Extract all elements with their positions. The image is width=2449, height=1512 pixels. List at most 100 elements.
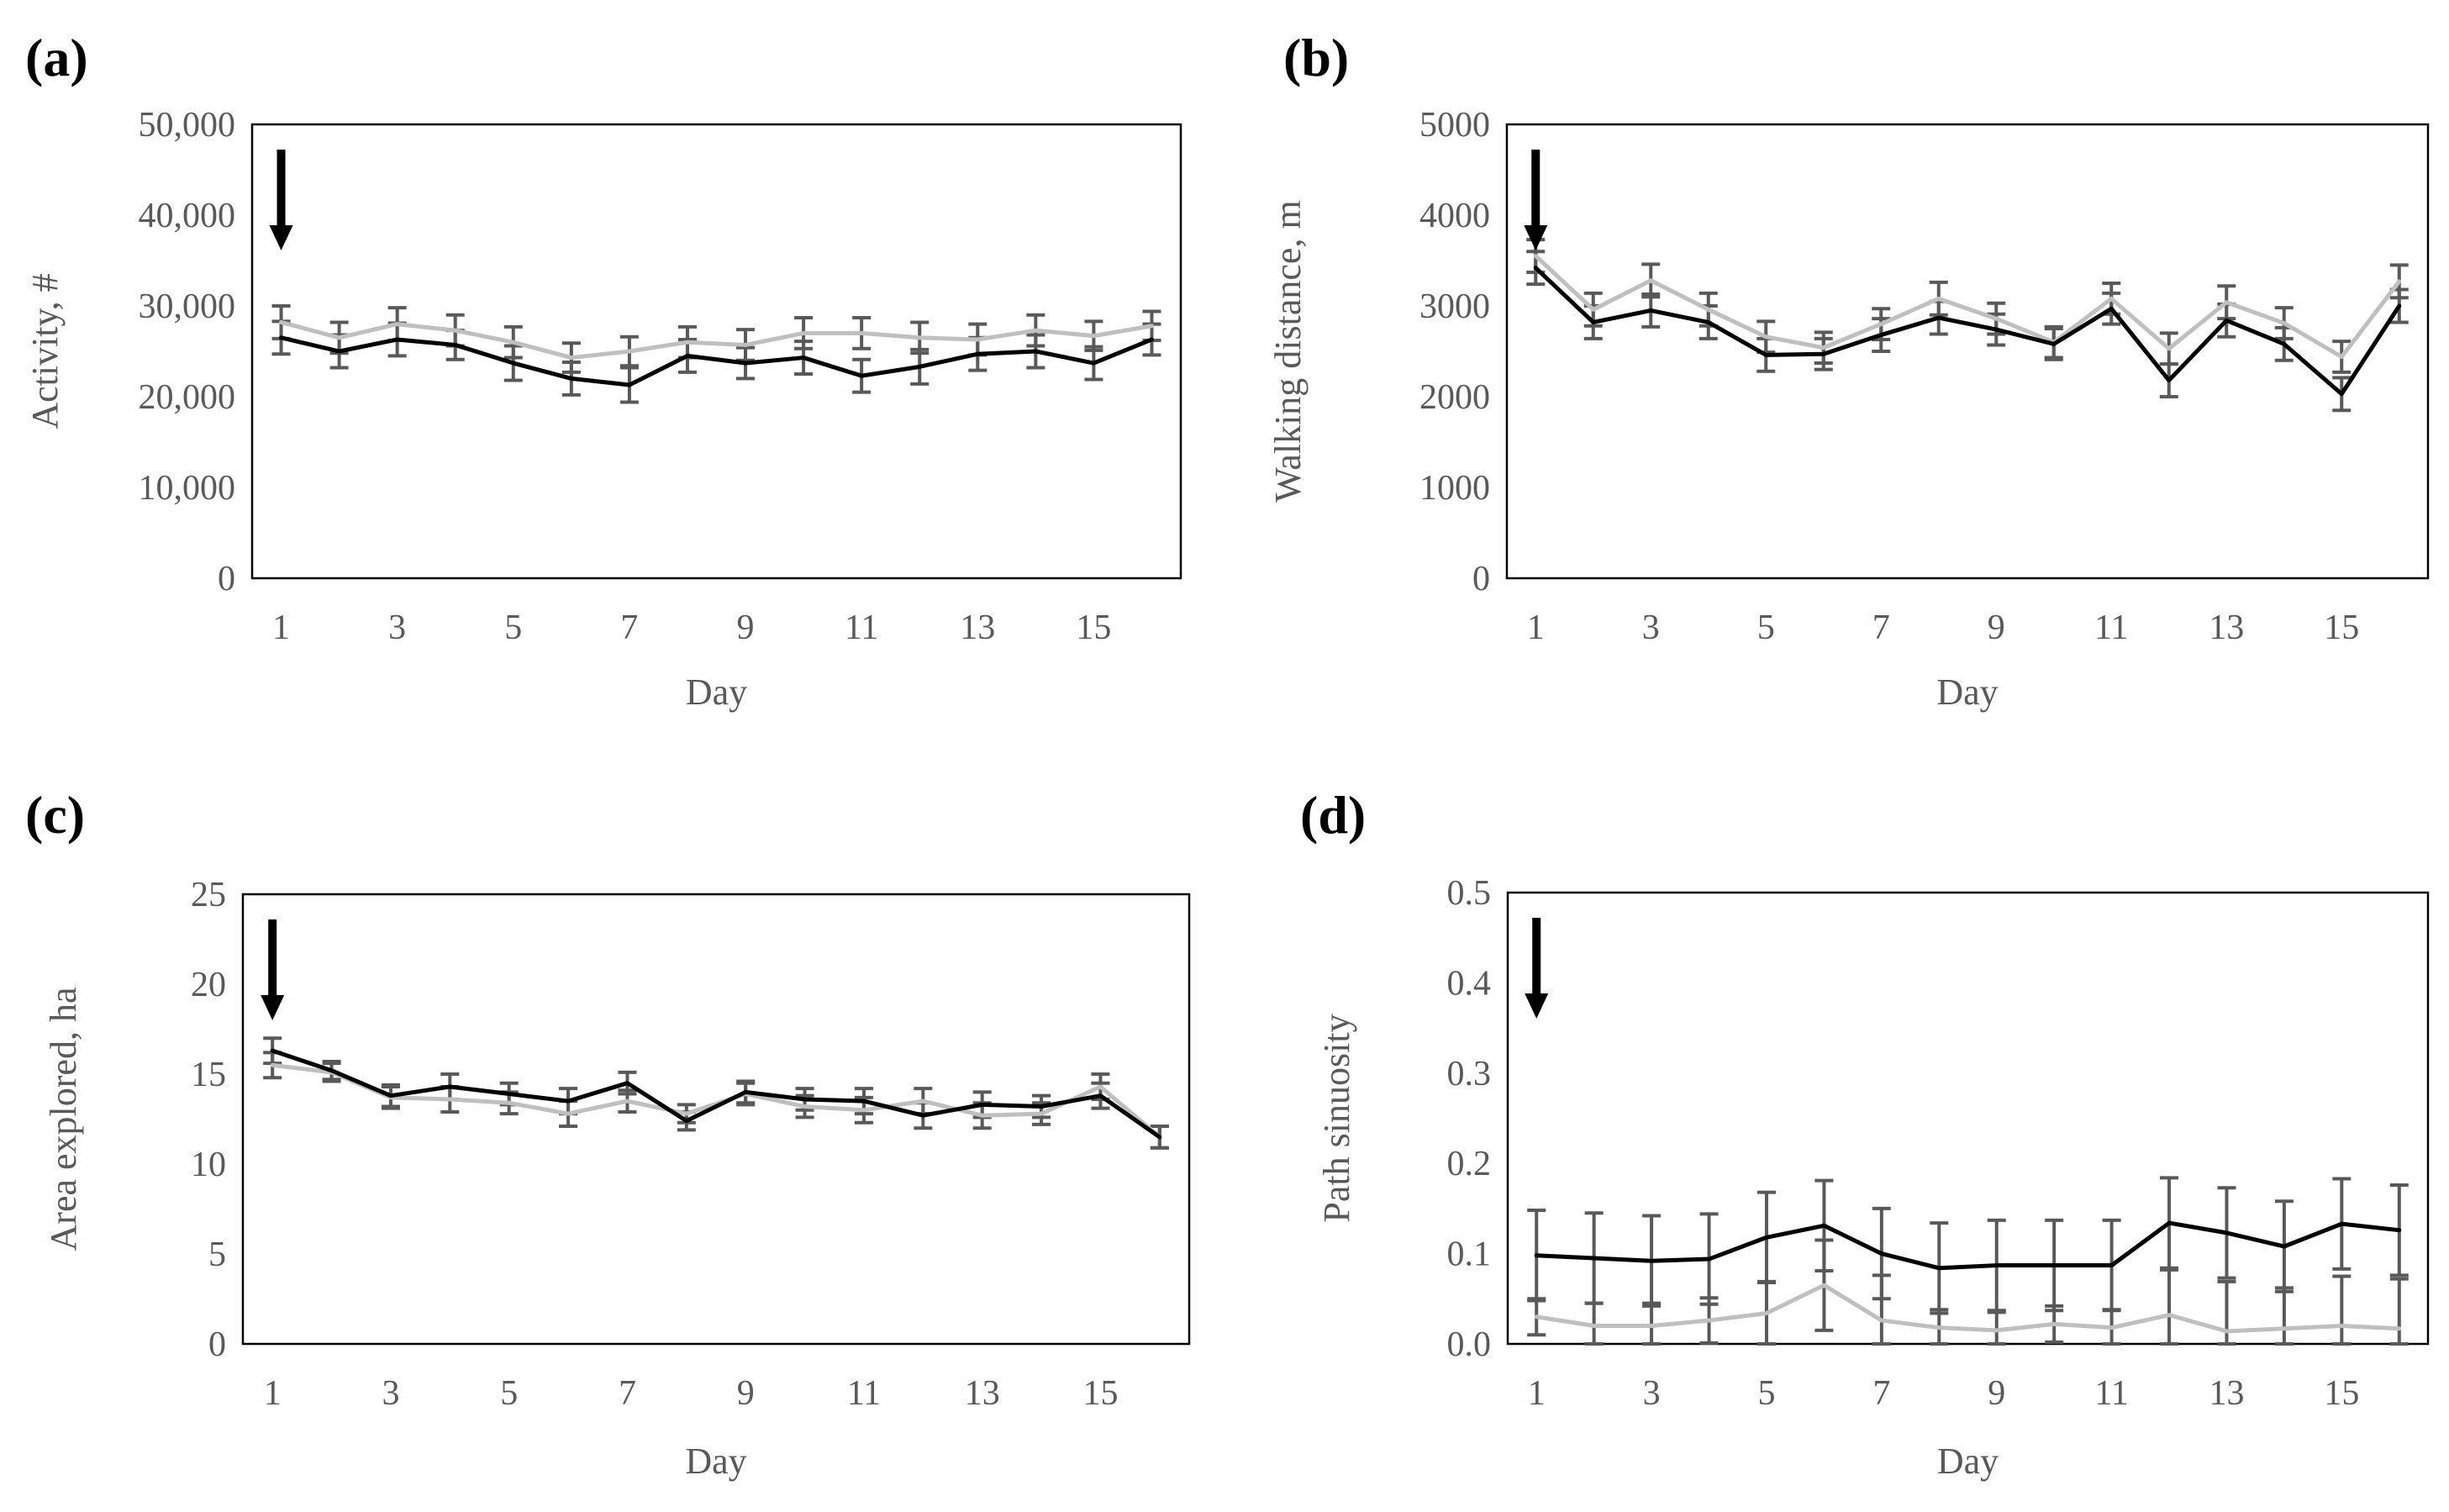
x-tick-label: 5 [500,1374,518,1413]
y-tick-label: 5000 [1419,106,1490,145]
arrow-marker-icon [261,919,285,1020]
x-tick-label: 3 [1643,1374,1661,1413]
y-axis-title: Activity, # [24,273,66,429]
error-bar [2160,1267,2179,1346]
panel-d: (d) 0.0 0.1 0.2 0.3 0.4 0.5 1 3 5 7 9 11 13 15 Day Path … [1224,756,2449,1511]
error-bar [2332,1274,2352,1346]
chart-d: (d)0.00.10.20.30.40.51 3 5 7 9 11 13 15DayPath … [1300,785,2430,1482]
y-tick-label: 10,000 [139,469,236,508]
x-tick-label: 13 [2209,1374,2244,1413]
y-tick-label: 20 [191,966,226,1004]
panel-label: (c) [25,785,85,845]
y-tick-label: 25 [191,876,226,914]
panel-b: (b) 0 1000 2000 3000 4000 5000 1 3 5 7 9 11 13 15 Day Wa… [1224,0,2449,756]
x-tick-label: 7 [1872,1374,1890,1413]
error-bar [1584,1301,1604,1346]
y-tick-label: 3000 [1419,287,1490,326]
error-bar [2274,1286,2294,1346]
y-tick-label: 20,000 [139,378,236,417]
x-tick-label: 13 [965,1374,1000,1413]
plot-frame [1506,891,2430,1346]
x-tick-label: 13 [2209,608,2244,647]
y-tick-label: 15 [191,1056,226,1094]
y-tick-label: 0.2 [1447,1145,1492,1183]
y-tick-label: 1000 [1419,469,1490,508]
arrow-head [1525,993,1549,1019]
y-axis-title: Walking distance, m [1267,200,1309,502]
series-line-gray [1533,254,2402,359]
y-tick-label: 30,000 [139,287,236,326]
x-tick-label: 5 [1757,608,1775,647]
panel-a: (a) 0 10,000 20,000 30,000 40,000 50,000 1 3 5 7 9 1… [0,0,1224,756]
x-tick-label: 7 [619,1374,636,1413]
panel-c: (c) 0 5 10 15 20 25 1 3 5 7 9 11 13 15 Day Area explored… [0,756,1224,1511]
series-line-black [1534,1220,2402,1271]
x-tick-label: 11 [2094,608,2128,647]
error-bar [2217,1279,2236,1346]
x-tick-label: 1 [1528,1374,1546,1413]
arrow-marker-icon [1525,918,1549,1019]
y-tick-label: 4000 [1419,197,1490,235]
plot-frame [1505,123,2430,580]
series-line-gray [1534,1283,2402,1334]
y-tick-label: 5 [208,1235,226,1274]
x-tick-label: 3 [1642,608,1660,647]
x-tick-label: 9 [737,608,755,647]
y-tick-label: 0.4 [1447,964,1492,1003]
error-bar [2389,1277,2409,1346]
x-tick-label: 5 [504,608,522,647]
x-tick-label: 15 [1076,608,1111,647]
plot-frame [241,893,1191,1346]
y-tick-label: 0 [1472,560,1490,598]
arrow-head [269,225,293,250]
y-tick-label: 10 [191,1146,226,1184]
plot-frame [250,123,1182,580]
x-tick-label: 15 [2324,1374,2359,1413]
y-tick-label: 0 [208,1325,226,1364]
y-tick-label: 0 [218,560,235,598]
x-tick-label: 11 [845,608,878,647]
y-tick-label: 0.1 [1447,1235,1492,1274]
arrow-marker-icon [269,150,293,250]
series-line-black [1533,266,2402,397]
error-bar [1642,1301,1662,1346]
panel-label: (b) [1283,28,1349,87]
series-black-error-bars [1526,250,2409,413]
x-tick-label: 7 [620,608,638,647]
arrow-marker-icon [1524,150,1548,250]
chart-a: (a) 0 10,000 20,000 30,000 40,000 50,000 1 3 5 7 9 1… [24,28,1182,713]
x-tick-label: 9 [1988,608,2005,647]
x-axis-title: Day [685,1441,746,1482]
x-tick-label: 1 [272,608,290,647]
x-tick-label: 15 [1082,1374,1118,1413]
x-tick-label: 13 [960,608,995,647]
y-tick-label: 0.0 [1447,1325,1492,1364]
series-line-black [279,335,1154,387]
error-bar [1987,1310,2006,1346]
x-tick-label: 15 [2324,608,2359,647]
arrow-head [261,995,285,1020]
y-tick-label: 40,000 [139,197,236,235]
series-line-gray [270,1062,1162,1140]
x-tick-label: 9 [1988,1374,2005,1413]
series-line-gray [279,319,1154,361]
x-axis-title: Day [686,672,747,713]
panel-label: (a) [25,28,88,87]
x-tick-label: 3 [382,1374,399,1413]
x-tick-label: 9 [737,1374,755,1413]
y-tick-label: 0.3 [1447,1055,1492,1093]
x-tick-label: 11 [847,1374,881,1413]
error-bar [1872,1273,1891,1346]
x-axis-title: Day [1937,1441,1999,1482]
y-tick-label: 50,000 [139,106,236,145]
x-axis-title: Day [1936,672,1998,713]
x-tick-label: 1 [264,1374,282,1413]
series-gray-error-bars [1526,238,2409,374]
panel-label: (d) [1300,785,1366,845]
x-tick-label: 1 [1527,608,1545,647]
x-tick-label: 5 [1757,1374,1775,1413]
y-axis-title: Path sinuosity [1316,1014,1357,1222]
x-tick-label: 7 [1872,608,1890,647]
